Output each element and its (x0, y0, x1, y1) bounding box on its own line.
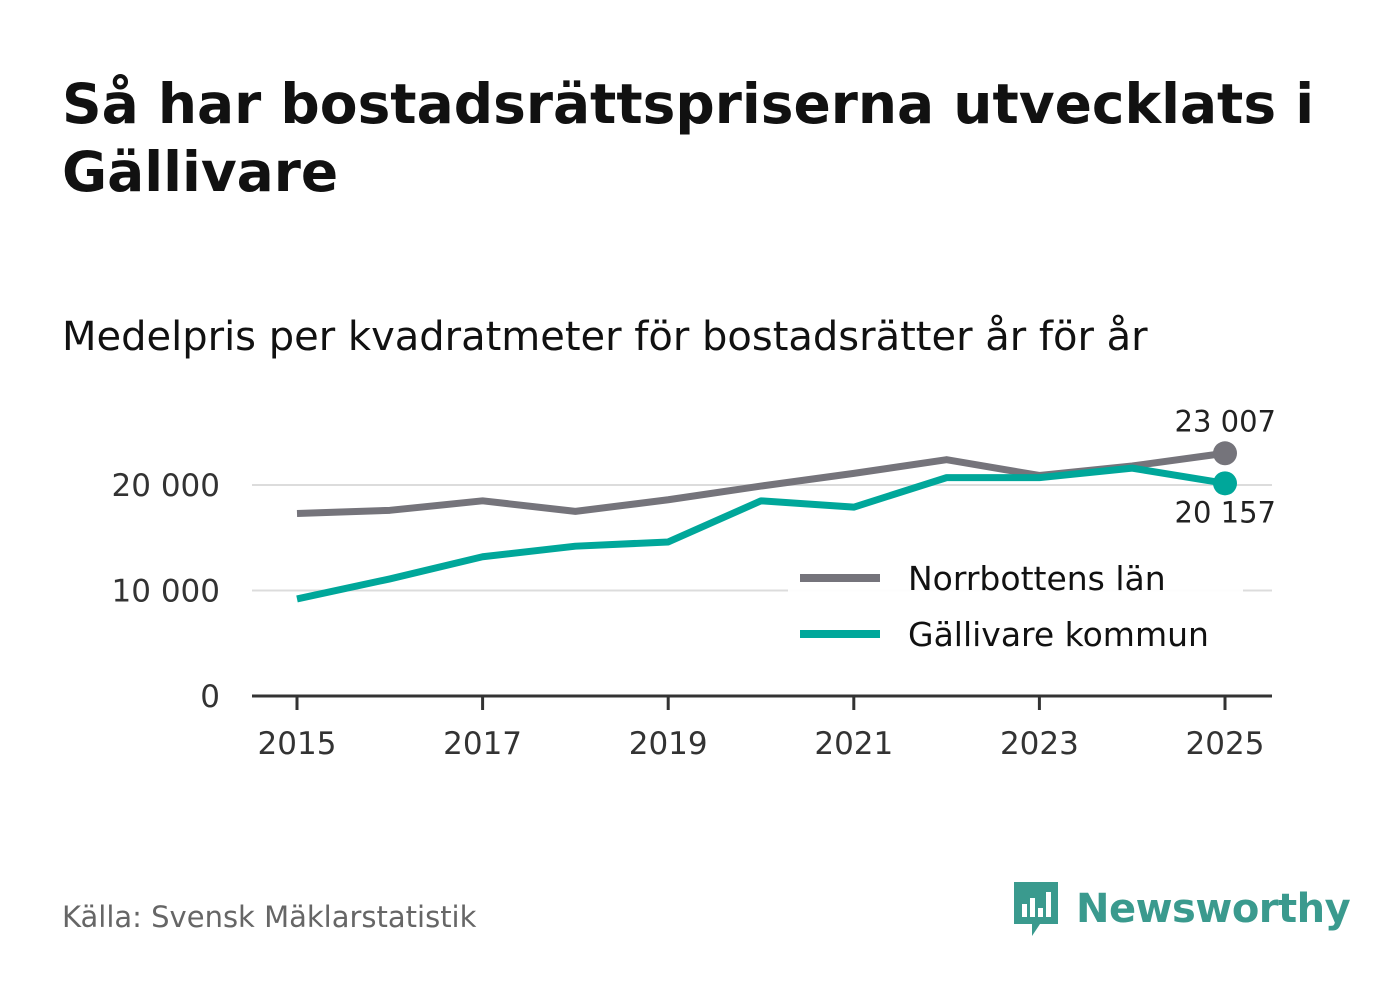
end-marker-gallivare (1213, 471, 1237, 496)
x-tick-label: 2025 (1186, 726, 1265, 762)
y-tick-label: 20 000 (112, 468, 220, 504)
x-tick-label: 2015 (258, 726, 337, 762)
chart-title: Så har bostadsrättspriserna utvecklats i… (62, 72, 1315, 204)
x-tick-label: 2021 (814, 726, 893, 762)
end-value-label: 20 157 (1175, 495, 1276, 529)
y-tick-label: 10 000 (112, 574, 220, 610)
y-tick-label: 0 (200, 679, 220, 715)
newsworthy-logo-icon (1014, 882, 1058, 936)
chart-subtitle: Medelpris per kvadratmeter för bostadsrä… (62, 314, 1148, 360)
legend-label: Gällivare kommun (908, 615, 1209, 654)
x-tick-label: 2019 (629, 726, 708, 762)
series-line-gallivare (296, 464, 1226, 603)
legend-label: Norrbottens län (908, 559, 1166, 598)
end-marker-norrbotten (1213, 441, 1237, 466)
x-tick-label: 2017 (443, 726, 522, 762)
x-tick-label: 2023 (1000, 726, 1079, 762)
brand-name: Newsworthy (1076, 886, 1351, 932)
legend-box (788, 550, 1243, 665)
end-value-label: 23 007 (1175, 404, 1276, 438)
source-note: Källa: Svensk Mäklarstatistik (62, 900, 477, 934)
brand: Newsworthy (1010, 878, 1351, 940)
